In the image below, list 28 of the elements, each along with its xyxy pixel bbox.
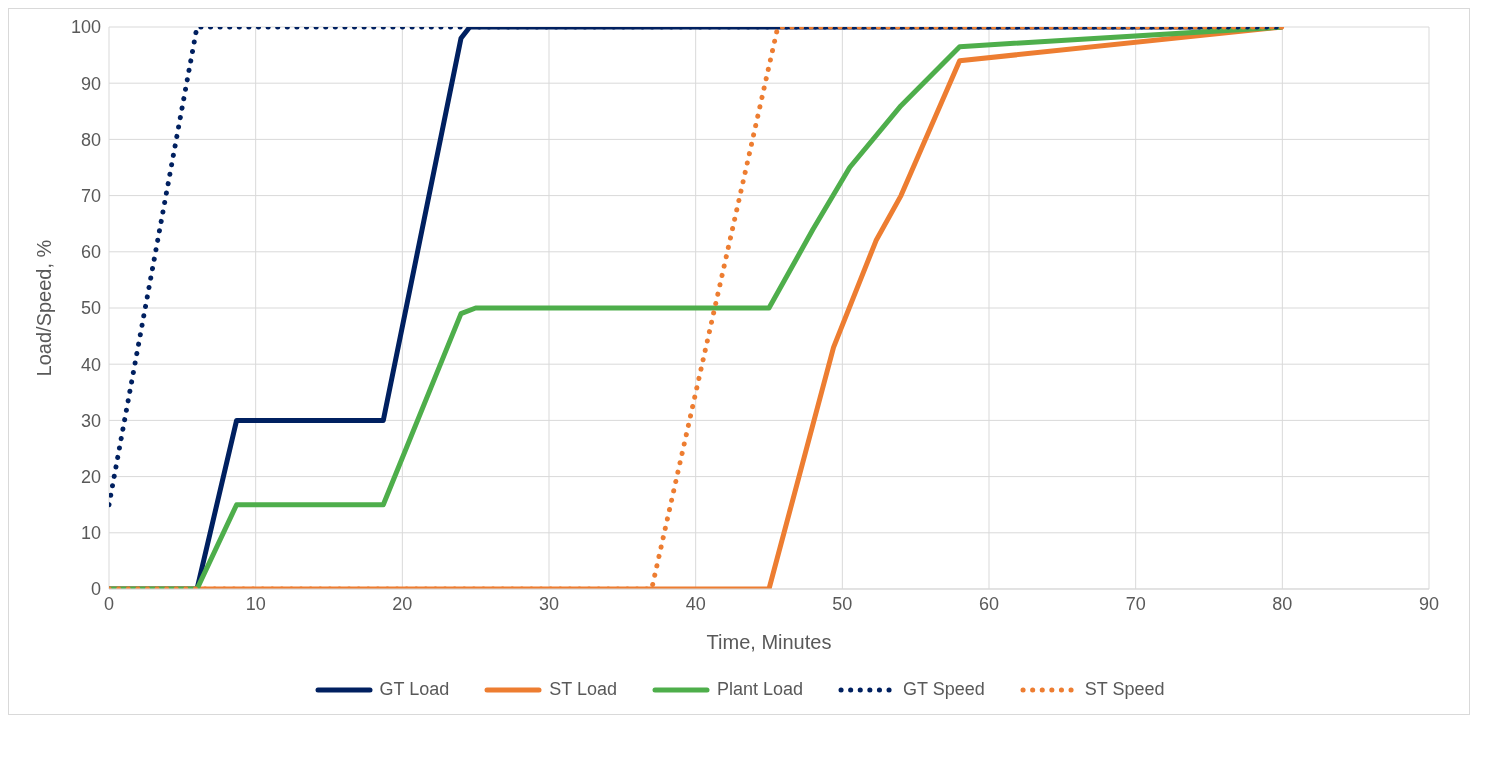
x-tick-label: 70	[1125, 593, 1146, 614]
legend-label: GT Load	[379, 679, 450, 700]
x-tick-label: 40	[685, 593, 706, 614]
y-tick-label: 30	[80, 410, 101, 431]
x-tick-label: 30	[538, 593, 560, 614]
x-tick-label: 90	[1418, 593, 1440, 614]
x-axis-title: Time, Minutes	[706, 631, 832, 653]
y-tick-label: 10	[80, 523, 101, 544]
x-tick-label: 10	[245, 593, 266, 614]
y-tick-label: 0	[90, 579, 101, 600]
x-tick-label: 20	[392, 593, 413, 614]
legend-label: ST Speed	[1084, 679, 1165, 700]
y-tick-label: 80	[80, 129, 101, 150]
y-tick-label: 40	[80, 354, 101, 375]
x-tick-label: 0	[103, 593, 115, 614]
legend-label: GT Speed	[903, 679, 985, 700]
y-tick-label: 20	[80, 466, 101, 487]
y-tick-label: 70	[80, 185, 101, 206]
y-tick-label: 100	[70, 17, 101, 38]
y-tick-label: 90	[80, 73, 101, 94]
y-axis-title: Load/Speed, %	[33, 239, 56, 377]
x-tick-label: 80	[1272, 593, 1293, 614]
y-tick-label: 60	[80, 242, 101, 263]
x-tick-label: 60	[978, 593, 1000, 614]
legend-label: ST Load	[549, 679, 617, 700]
legend-label: Plant Load	[716, 679, 804, 700]
y-tick-label: 50	[80, 298, 101, 319]
x-tick-label: 50	[832, 593, 853, 614]
